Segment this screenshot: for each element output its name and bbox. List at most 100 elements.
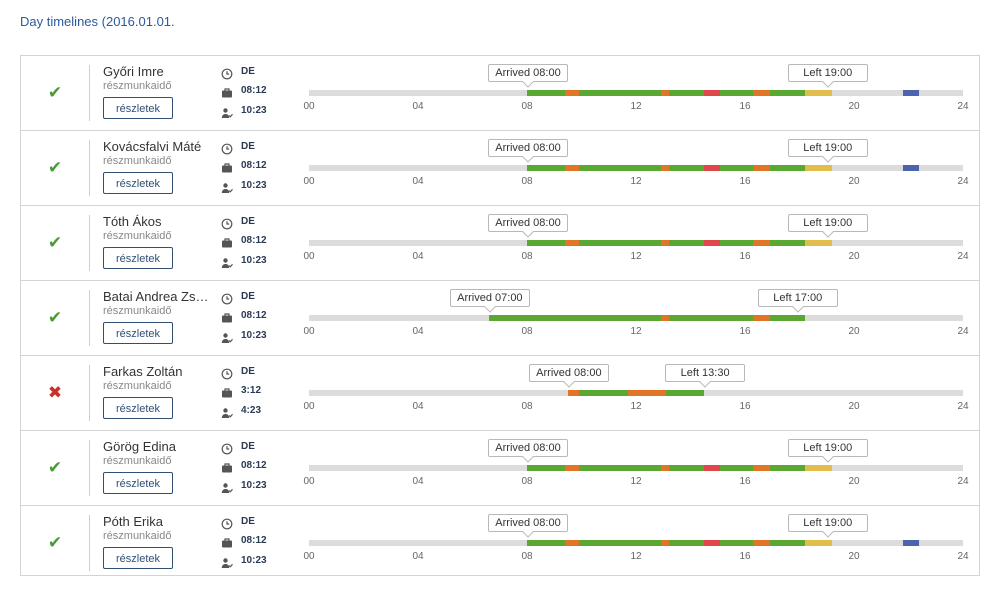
hour-tick: 00: [303, 251, 315, 262]
timeline-segment-absence: [704, 90, 721, 96]
timeline-segment-work: [578, 240, 661, 246]
hour-tick: 04: [412, 101, 424, 112]
timeline-segment-work: [527, 540, 566, 546]
hour-tick: 20: [848, 476, 860, 487]
employee-role: részmunkaidő: [103, 230, 172, 242]
timeline-segment-work: [720, 90, 754, 96]
employee-name: Póth Erika: [103, 514, 163, 529]
timeline-segment-break: [660, 90, 669, 96]
timeline-segment-break: [660, 540, 669, 546]
details-button[interactable]: részletek: [103, 247, 173, 269]
employee-row: ✖ Farkas Zoltán részmunkaidő részletek DE 3:1…: [21, 356, 979, 431]
hour-tick: 12: [630, 251, 642, 262]
user-check-value: 10:23: [241, 105, 267, 116]
timeline-segment-break: [565, 540, 579, 546]
timeline-segment-work: [769, 90, 805, 96]
briefcase-icon: [221, 461, 233, 473]
clock-value: DE: [241, 516, 255, 527]
employee-row: ✔ Görög Edina részmunkaidő részletek DE 08:12…: [21, 431, 979, 506]
details-button[interactable]: részletek: [103, 97, 173, 119]
timeline-segment-work: [668, 465, 705, 471]
timeline-segment-work: [720, 465, 754, 471]
clock-value: DE: [241, 366, 255, 377]
timeline-segment-work: [578, 540, 661, 546]
divider: [89, 365, 90, 421]
timeline-segment-work: [720, 165, 754, 171]
timeline-segment-work: [720, 540, 754, 546]
details-button[interactable]: részletek: [103, 397, 173, 419]
check-icon: ✔: [47, 233, 63, 252]
employee-row: ✔ Batai Andrea Zsu... részmunkaidő részlete…: [21, 281, 979, 356]
clock-icon: [221, 517, 233, 530]
divider: [89, 440, 90, 496]
hour-tick: 16: [739, 176, 751, 187]
clock-value: DE: [241, 216, 255, 227]
briefcase-value: 08:12: [241, 235, 267, 246]
arrived-tooltip: Arrived 08:00: [528, 364, 609, 382]
employee-name: Farkas Zoltán: [103, 364, 183, 379]
details-button[interactable]: részletek: [103, 172, 173, 194]
hour-tick: 00: [303, 476, 315, 487]
hour-tick: 16: [739, 476, 751, 487]
timeline-segment-work: [668, 90, 705, 96]
user-check-value: 10:23: [241, 180, 267, 191]
employee-row: ✔ Tóth Ákos részmunkaidő részletek DE 08:12 10…: [21, 206, 979, 281]
employee-role: részmunkaidő: [103, 80, 172, 92]
timeline-segment-work: [769, 540, 805, 546]
arrived-tooltip: Arrived 08:00: [488, 214, 568, 232]
timeline-segment-work: [578, 165, 661, 171]
clock-icon: [221, 442, 233, 455]
timeline-segment-break: [753, 540, 770, 546]
hour-tick: 24: [957, 326, 969, 337]
details-button[interactable]: részletek: [103, 472, 173, 494]
hour-tick: 08: [521, 176, 533, 187]
timeline-segment-break: [627, 390, 666, 396]
hour-tick: 24: [957, 551, 969, 562]
hour-tick: 16: [739, 551, 751, 562]
hour-tick: 20: [848, 551, 860, 562]
timeline-segment-work: [769, 465, 805, 471]
hour-tick: 08: [521, 326, 533, 337]
timeline-segment-work: [769, 240, 805, 246]
hour-tick: 00: [303, 176, 315, 187]
user-check-icon: [221, 406, 233, 418]
timeline-segment-work: [527, 465, 566, 471]
cross-icon: ✖: [47, 383, 63, 402]
briefcase-value: 08:12: [241, 535, 267, 546]
timeline-segment-work: [527, 165, 566, 171]
timeline-segment-break: [567, 390, 579, 396]
details-button[interactable]: részletek: [103, 547, 173, 569]
employee-role: részmunkaidő: [103, 455, 172, 467]
timeline-segment-work: [668, 315, 754, 321]
details-button[interactable]: részletek: [103, 322, 173, 344]
arrived-tooltip: Arrived 08:00: [488, 139, 568, 157]
timeline-segment-work: [578, 390, 628, 396]
timeline-segment-late: [804, 540, 833, 546]
timeline-segment-break: [565, 240, 579, 246]
timeline-segment-extra: [903, 540, 920, 546]
timeline-segment-break: [660, 240, 669, 246]
check-icon: ✔: [47, 308, 63, 327]
left-tooltip: Left 19:00: [787, 439, 868, 457]
check-icon: ✔: [47, 533, 63, 552]
check-icon: ✔: [47, 83, 63, 102]
timeline-track: [309, 540, 963, 546]
hour-tick: 00: [303, 101, 315, 112]
timeline-segment-work: [578, 465, 661, 471]
hour-tick: 04: [412, 251, 424, 262]
hour-tick: 08: [521, 551, 533, 562]
employee-role: részmunkaidő: [103, 380, 172, 392]
hour-tick: 20: [848, 176, 860, 187]
clock-icon: [221, 367, 233, 380]
left-tooltip: Left 17:00: [757, 289, 838, 307]
user-check-icon: [221, 556, 233, 568]
timeline-track: [309, 465, 963, 471]
timeline-segment-work: [668, 540, 705, 546]
timeline-segment-break: [753, 90, 770, 96]
hour-tick: 12: [630, 326, 642, 337]
hour-tick: 20: [848, 251, 860, 262]
user-check-icon: [221, 181, 233, 193]
employee-name: Győri Imre: [103, 64, 164, 79]
clock-icon: [221, 67, 233, 80]
check-icon: ✔: [47, 158, 63, 177]
